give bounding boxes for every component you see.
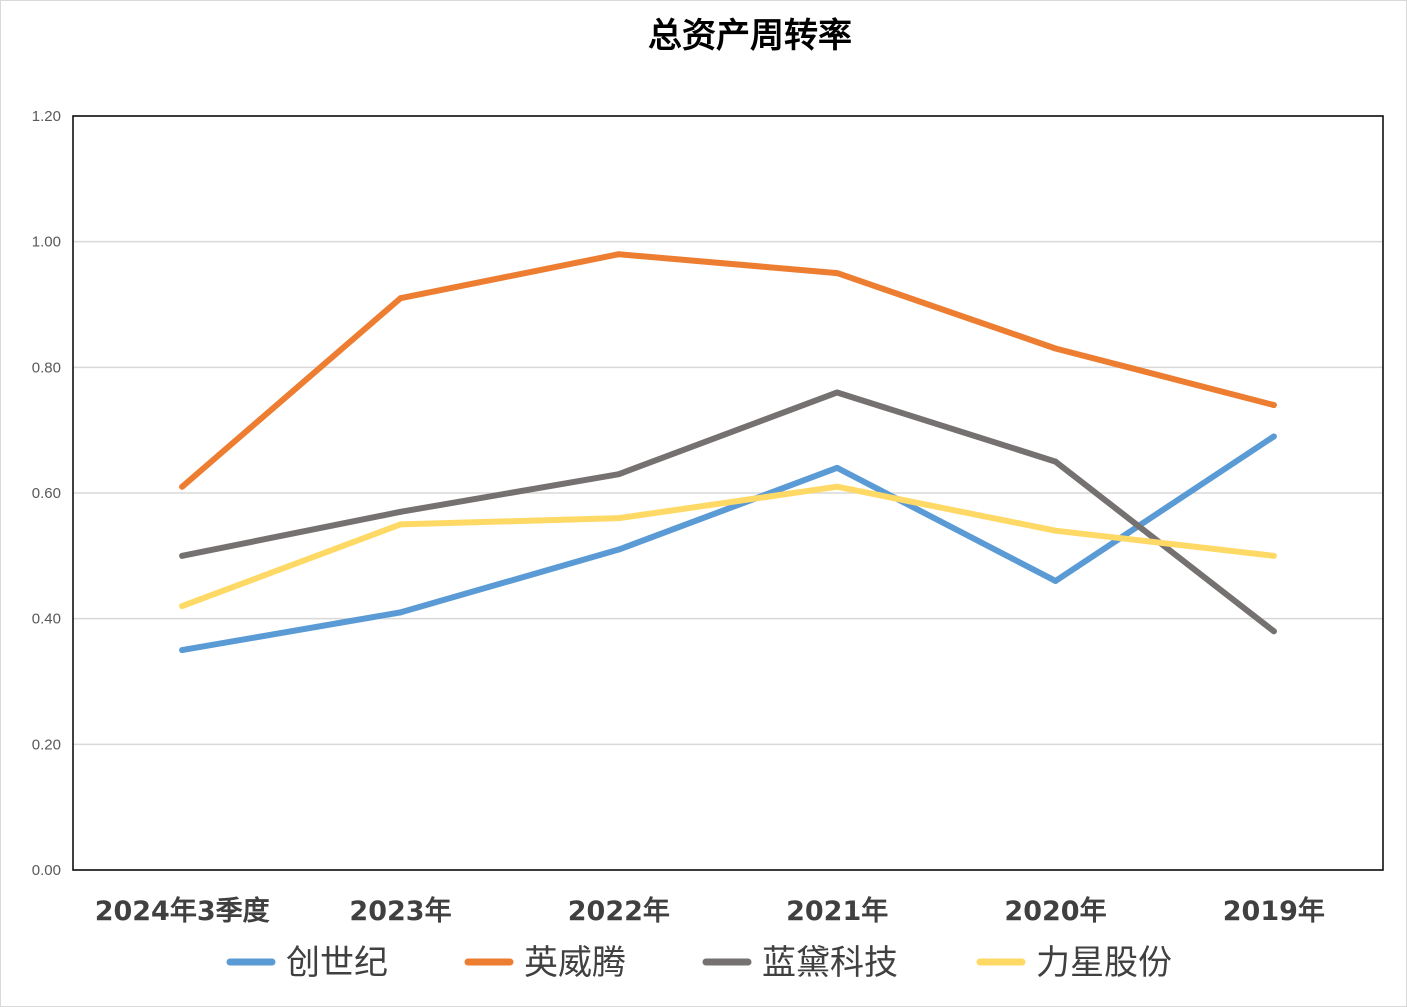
data-point	[1052, 458, 1059, 465]
data-point	[1270, 433, 1277, 440]
plot-area-border	[72, 115, 1384, 871]
data-point	[834, 389, 841, 396]
data-point	[1270, 402, 1277, 409]
data-point	[834, 270, 841, 277]
data-point	[179, 647, 186, 654]
series-line-4	[179, 483, 1277, 610]
series-lines	[179, 251, 1277, 654]
x-tick-label: 2022年	[568, 895, 670, 927]
legend-item: 创世纪	[226, 943, 388, 983]
legend-item: 英威腾	[464, 943, 626, 983]
x-tick-label: 2021年	[786, 895, 888, 927]
data-point	[615, 515, 622, 522]
y-tick-label: 1.20	[32, 108, 61, 125]
data-point	[615, 471, 622, 478]
legend-item: 蓝黛科技	[702, 943, 898, 983]
data-point	[179, 552, 186, 559]
data-point	[397, 609, 404, 616]
legend-label: 创世纪	[286, 943, 388, 983]
data-point	[397, 295, 404, 302]
data-point	[397, 508, 404, 515]
x-tick-label: 2024年3季度	[95, 895, 270, 927]
x-tick-label: 2023年	[349, 895, 451, 927]
series-line-1	[179, 433, 1277, 654]
series-line-2	[179, 251, 1277, 490]
y-tick-label: 0.60	[32, 485, 61, 502]
y-tick-label: 1.00	[32, 234, 61, 251]
x-tick-label: 2019年	[1223, 895, 1325, 927]
data-point	[1052, 527, 1059, 534]
y-tick-label: 0.20	[32, 736, 61, 753]
series-line-3	[179, 389, 1277, 635]
x-axis-ticks: 2024年3季度 2023年 2022年 2021年 2020年 2019年	[95, 895, 1325, 927]
data-point	[1052, 577, 1059, 584]
data-point	[834, 483, 841, 490]
y-axis-ticks: 0.00 0.20 0.40 0.60 0.80 1.00 1.20	[32, 108, 61, 879]
data-point	[1052, 345, 1059, 352]
data-point	[179, 603, 186, 610]
data-point	[615, 251, 622, 258]
data-point	[1270, 552, 1277, 559]
y-tick-label: 0.00	[32, 862, 61, 879]
data-point	[179, 483, 186, 490]
data-point	[834, 464, 841, 471]
y-tick-label: 0.40	[32, 611, 61, 628]
legend-label: 英威腾	[524, 943, 626, 983]
legend-label: 力星股份	[1036, 943, 1172, 983]
legend: 创世纪 英威腾 蓝黛科技 力星股份	[226, 943, 1172, 983]
data-point	[615, 546, 622, 553]
data-point	[1270, 628, 1277, 635]
legend-label: 蓝黛科技	[762, 943, 898, 983]
chart-title: 总资产周转率	[648, 16, 852, 56]
x-tick-label: 2020年	[1004, 895, 1106, 927]
y-tick-label: 0.80	[32, 359, 61, 376]
legend-item: 力星股份	[976, 943, 1172, 983]
data-point	[397, 521, 404, 528]
